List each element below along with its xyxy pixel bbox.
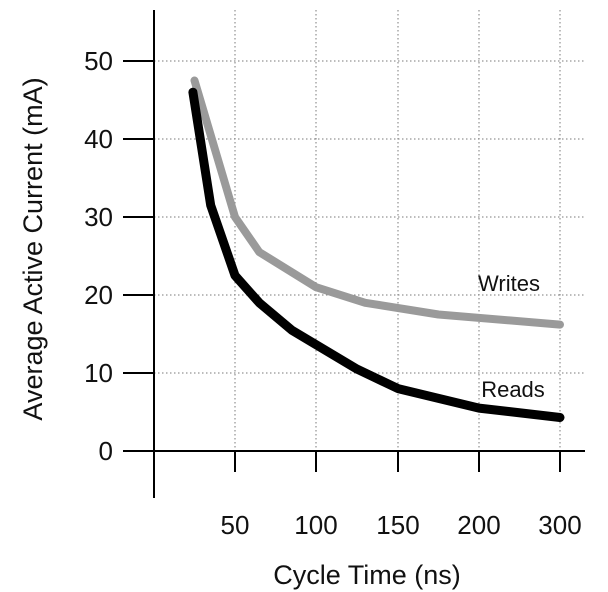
grid bbox=[154, 10, 585, 451]
y-tick-label: 50 bbox=[84, 46, 113, 76]
series bbox=[188, 76, 565, 422]
series-label-writes: Writes bbox=[478, 271, 540, 296]
y-tick-label: 40 bbox=[84, 124, 113, 154]
y-axis-title: Average Active Current (mA) bbox=[18, 77, 48, 420]
x-tick-label: 100 bbox=[294, 510, 337, 540]
series-line-writes bbox=[190, 76, 564, 329]
y-tick-label: 20 bbox=[84, 280, 113, 310]
x-tick-label: 200 bbox=[457, 510, 500, 540]
x-tick-label: 300 bbox=[538, 510, 581, 540]
series-label-reads: Reads bbox=[481, 377, 545, 402]
y-ticks: 0 10 20 30 40 50 bbox=[84, 46, 154, 466]
x-axis-title: Cycle Time (ns) bbox=[273, 560, 461, 590]
y-tick-label: 0 bbox=[99, 436, 113, 466]
y-tick-label: 30 bbox=[84, 202, 113, 232]
x-tick-label: 50 bbox=[221, 510, 250, 540]
x-ticks: 50 100 150 200 300 bbox=[221, 451, 582, 540]
series-line-reads bbox=[188, 87, 565, 422]
series-labels: Writes Reads bbox=[478, 271, 545, 402]
x-tick-label: 150 bbox=[376, 510, 419, 540]
axes bbox=[123, 10, 585, 498]
y-tick-label: 10 bbox=[84, 358, 113, 388]
